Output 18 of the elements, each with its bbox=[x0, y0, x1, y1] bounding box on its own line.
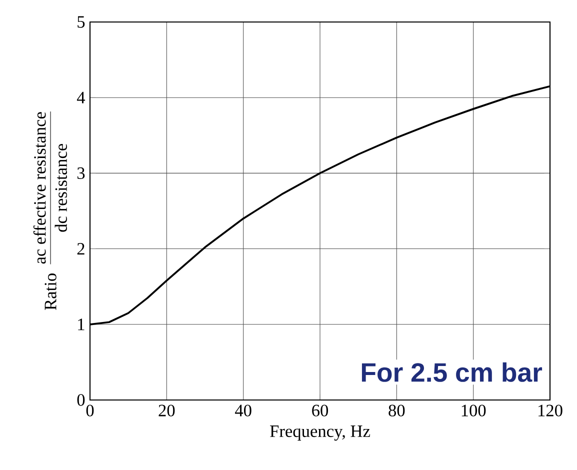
y-tick-label: 5 bbox=[78, 16, 85, 28]
text: dc resistance bbox=[54, 144, 67, 232]
y-tick-label: 4 bbox=[76, 92, 86, 104]
x-tick-label: 40 bbox=[235, 404, 252, 416]
y-tick-label: 1 bbox=[78, 318, 84, 330]
x-tick-label: 120 bbox=[538, 404, 562, 416]
x-tick-label: 20 bbox=[158, 404, 175, 416]
x-tick-label: 0 bbox=[86, 404, 94, 416]
x-tick-label: 60 bbox=[312, 404, 328, 416]
text: ac effective resistance bbox=[33, 112, 46, 264]
y-tick-label: 3 bbox=[77, 167, 85, 180]
y-tick-label: 0 bbox=[77, 394, 85, 406]
annotation: For 2.5 cm bar bbox=[362, 362, 542, 382]
y-axis-title: Ratio bbox=[44, 274, 56, 310]
x-axis-title: Frequency, Hz bbox=[270, 426, 370, 441]
x-tick-label: 100 bbox=[462, 404, 486, 416]
y-tick-label: 2 bbox=[77, 243, 84, 255]
x-tick-label: 80 bbox=[388, 404, 405, 416]
